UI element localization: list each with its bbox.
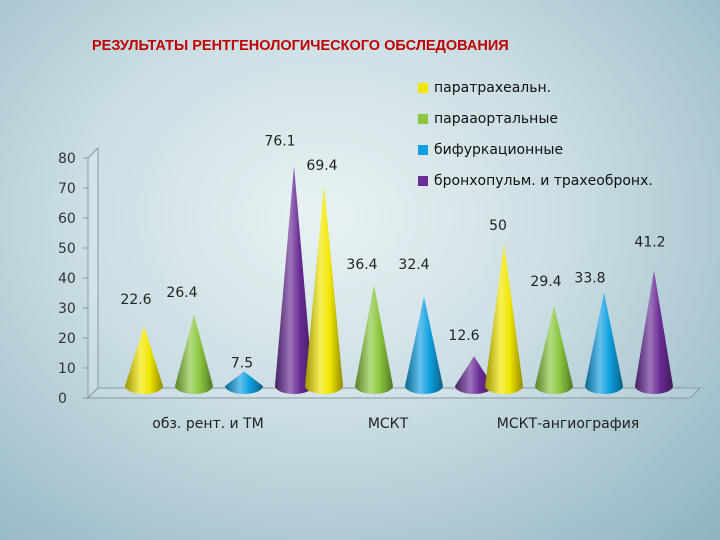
legend-label: бифуркационные (434, 142, 564, 158)
data-label: 26.4 (166, 285, 197, 301)
data-label: 7.5 (231, 356, 253, 372)
y-tick-label: 30 (58, 301, 76, 317)
cone-bar (125, 326, 163, 394)
data-label: 50 (489, 218, 507, 234)
legend-label: парааортальные (434, 111, 558, 127)
cone-bar (275, 165, 313, 394)
cone-bar (635, 270, 673, 394)
legend-item: парааортальные (418, 111, 558, 127)
y-tick-label: 10 (58, 361, 76, 377)
category-label: МСКТ (368, 416, 409, 432)
cone-bar (455, 356, 493, 394)
data-label: 33.8 (574, 271, 605, 287)
cone-bar (355, 284, 393, 394)
legend-swatch (418, 83, 428, 93)
data-label: 12.6 (448, 328, 479, 344)
category-label: МСКТ-ангиография (497, 416, 639, 432)
y-tick-label: 60 (58, 211, 76, 227)
y-tick-label: 50 (58, 241, 76, 257)
y-tick-label: 70 (58, 181, 76, 197)
chart-side-wall (87, 146, 99, 400)
legend-label: бронхопульм. и трахеобронх. (434, 173, 653, 189)
cone-bar (585, 292, 623, 394)
cone-bar (305, 185, 343, 394)
legend-swatch (418, 145, 428, 155)
legend-swatch (418, 176, 428, 186)
cone-bar (535, 305, 573, 394)
data-label: 32.4 (398, 257, 429, 273)
y-tick-label: 20 (58, 331, 76, 347)
data-label: 76.1 (264, 134, 295, 150)
y-tick-label: 0 (58, 391, 67, 407)
cone-bar (405, 296, 443, 394)
cone-bar (225, 371, 263, 394)
y-tick-label: 40 (58, 271, 76, 287)
data-label: 69.4 (306, 158, 337, 174)
data-label: 36.4 (346, 257, 377, 273)
legend-swatch (418, 114, 428, 124)
legend-item: бифуркационные (418, 142, 563, 158)
legend-item: бронхопульм. и трахеобронх. (418, 173, 653, 189)
cone-bar (175, 314, 213, 394)
data-label: 22.6 (120, 292, 151, 308)
data-label: 29.4 (530, 274, 561, 290)
legend-label: паратрахеальн. (434, 80, 552, 96)
legend-item: паратрахеальн. (418, 80, 551, 96)
data-label: 41.2 (634, 234, 665, 250)
y-tick-label: 80 (58, 151, 76, 167)
cone-bar (485, 244, 523, 394)
chart-title: РЕЗУЛЬТАТЫ РЕНТГЕНОЛОГИЧЕСКОГО ОБСЛЕДОВА… (92, 38, 509, 54)
category-label: обз. рент. и ТМ (152, 416, 263, 432)
